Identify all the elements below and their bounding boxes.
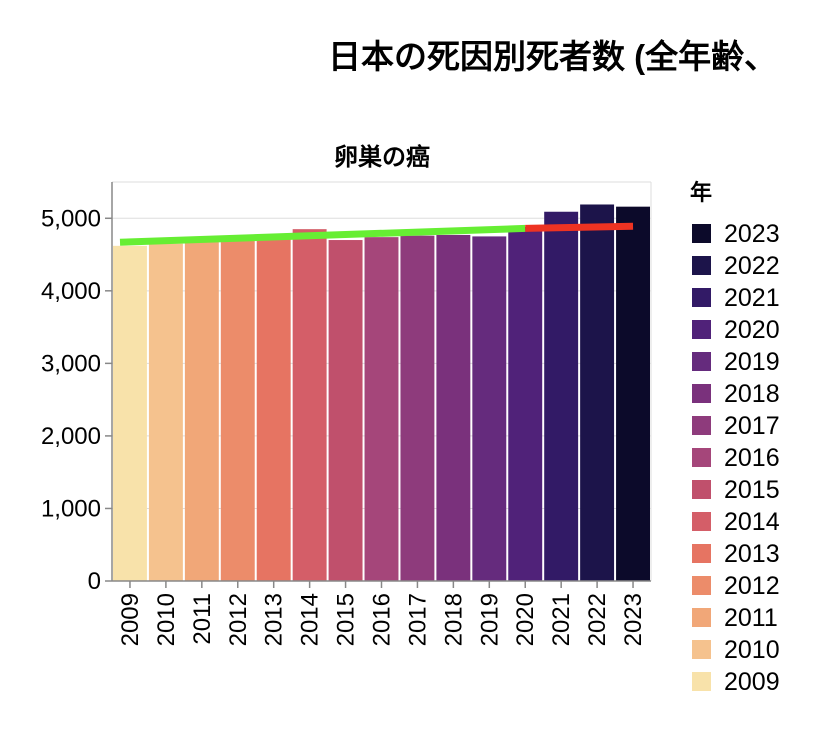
legend-swatch-2023 bbox=[692, 224, 711, 243]
bar-2015 bbox=[328, 240, 363, 581]
legend-swatch-2011 bbox=[692, 608, 711, 627]
bar-2017 bbox=[400, 235, 435, 581]
legend-label-2021: 2021 bbox=[724, 284, 780, 312]
x-tick-label-2013: 2013 bbox=[261, 593, 288, 646]
bar-2019 bbox=[472, 236, 507, 581]
bar-2011 bbox=[184, 241, 219, 581]
bar-2016 bbox=[364, 237, 399, 581]
legend-swatch-2009 bbox=[692, 672, 711, 691]
trend-line-1 bbox=[119, 224, 526, 246]
x-tick-label-2020: 2020 bbox=[512, 593, 539, 646]
x-tick-label-2014: 2014 bbox=[297, 593, 324, 646]
legend-swatch-2015 bbox=[692, 480, 711, 499]
bar-2018 bbox=[436, 234, 471, 581]
legend-title: 年 bbox=[690, 180, 712, 205]
bar-2023 bbox=[616, 206, 650, 581]
legend-swatch-2012 bbox=[692, 576, 711, 595]
page-title: 日本の死因別死者数 (全年齢、 bbox=[328, 38, 778, 75]
y-tick-label-2: 2,000 bbox=[41, 423, 101, 450]
legend-label-2022: 2022 bbox=[724, 252, 780, 280]
y-tick-label-0: 0 bbox=[88, 568, 101, 595]
legend-swatch-2021 bbox=[692, 288, 711, 307]
x-tick-label-2021: 2021 bbox=[548, 593, 575, 646]
legend-label-2013: 2013 bbox=[724, 540, 780, 568]
x-tick-label-2015: 2015 bbox=[333, 593, 360, 646]
legend-swatch-2022 bbox=[692, 256, 711, 275]
legend-label-2016: 2016 bbox=[724, 444, 780, 472]
bar-2022 bbox=[580, 204, 615, 582]
x-tick-label-2009: 2009 bbox=[117, 593, 144, 646]
bars bbox=[113, 204, 650, 582]
x-tick-label-2023: 2023 bbox=[620, 593, 647, 646]
x-tick-label-2018: 2018 bbox=[440, 593, 467, 646]
trend-lines bbox=[119, 222, 634, 246]
legend-swatch-2019 bbox=[692, 352, 711, 371]
y-tick-label-4: 4,000 bbox=[41, 278, 101, 305]
legend-swatch-2010 bbox=[692, 640, 711, 659]
y-tick-label-1: 1,000 bbox=[41, 495, 101, 522]
bar-2013 bbox=[256, 238, 291, 581]
bar-2014 bbox=[292, 229, 327, 581]
legend-swatch-2016 bbox=[692, 448, 711, 467]
y-axis-ticks: 0 1,000 2,000 3,000 4,000 5,000 bbox=[41, 205, 112, 595]
x-axis-ticks: 2009 2010 2011 2012 2013 2014 2015 2016 2017 2018… bbox=[117, 581, 647, 646]
legend-label-2009: 2009 bbox=[724, 668, 780, 696]
bar-2021 bbox=[544, 211, 579, 581]
chart-title: 卵巣の癌 bbox=[334, 143, 430, 171]
legend-label-2011: 2011 bbox=[724, 604, 778, 632]
legend-swatch-2014 bbox=[692, 512, 711, 531]
legend-label-2020: 2020 bbox=[724, 316, 780, 344]
x-tick-label-2019: 2019 bbox=[476, 593, 503, 646]
x-tick-label-2012: 2012 bbox=[225, 593, 252, 646]
legend-swatch-2017 bbox=[692, 416, 711, 435]
legend-label-2010: 2010 bbox=[724, 636, 780, 664]
y-tick-label-5: 5,000 bbox=[41, 205, 101, 232]
x-tick-label-2017: 2017 bbox=[404, 593, 431, 646]
x-tick-label-2010: 2010 bbox=[153, 593, 180, 646]
bar-2010 bbox=[148, 243, 183, 581]
legend-label-2014: 2014 bbox=[724, 508, 780, 536]
x-tick-label-2022: 2022 bbox=[584, 593, 611, 646]
legend-swatch-2018 bbox=[692, 384, 711, 403]
legend-swatch-2020 bbox=[692, 320, 711, 339]
legend-label-2023: 2023 bbox=[724, 220, 780, 248]
legend-label-2017: 2017 bbox=[724, 412, 780, 440]
bar-2020 bbox=[508, 226, 543, 581]
bar-2012 bbox=[220, 240, 255, 581]
legend-swatch-2013 bbox=[692, 544, 711, 563]
legend-label-2018: 2018 bbox=[724, 380, 780, 408]
x-tick-label-2016: 2016 bbox=[369, 593, 396, 646]
trend-line-2 bbox=[525, 222, 634, 232]
legend-label-2019: 2019 bbox=[724, 348, 780, 376]
x-tick-label-2011: 2011 bbox=[189, 593, 216, 645]
legend-label-2015: 2015 bbox=[724, 476, 780, 504]
bar-2009 bbox=[113, 245, 147, 581]
y-tick-label-3: 3,000 bbox=[41, 350, 101, 377]
legend-label-2012: 2012 bbox=[724, 572, 780, 600]
legend: 年 2023 2022 2021 2020 2019 2018 2017 2016 2015 20… bbox=[690, 180, 780, 696]
